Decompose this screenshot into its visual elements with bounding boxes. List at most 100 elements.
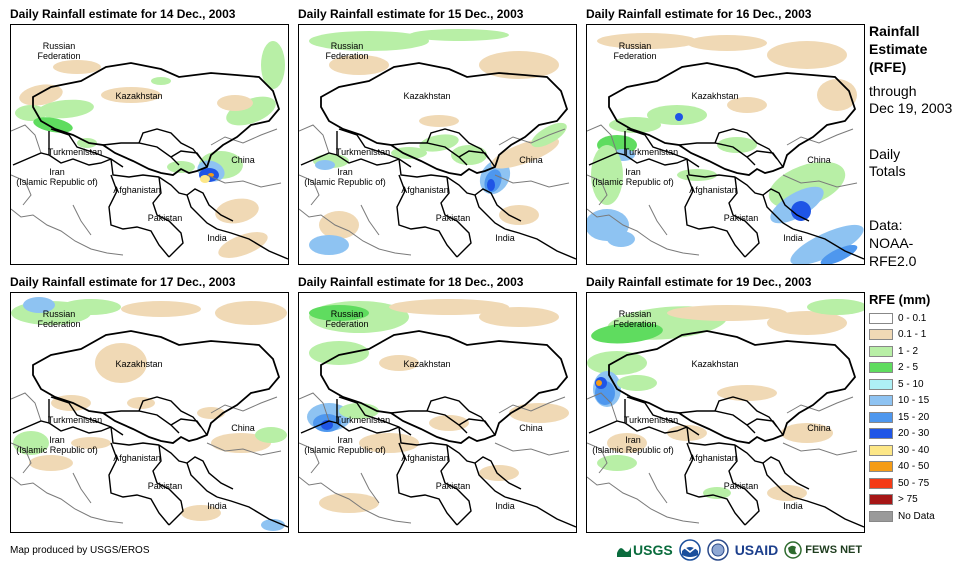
- legend-item: 40 - 50: [869, 461, 929, 473]
- country-border: [186, 462, 218, 498]
- rainfall-area: [675, 113, 683, 121]
- legend-swatch: [869, 378, 893, 390]
- legend-label: No Data: [898, 510, 935, 522]
- country-border: [686, 426, 736, 446]
- rainfall-area: [509, 403, 569, 423]
- country-label-pakistan: Pakistan: [147, 481, 183, 491]
- neighbour-border: [206, 174, 282, 188]
- country-label-turkmenistan: Turkmenistan: [335, 415, 391, 425]
- country-label-pakistan: Pakistan: [147, 213, 183, 223]
- rainfall-area: [609, 117, 661, 133]
- sidebar-heading-3: (RFE): [869, 59, 907, 75]
- map-canvas: [11, 41, 288, 260]
- country-label-turkmenistan: Turkmenistan: [623, 147, 679, 157]
- legend-label: 2 - 5: [898, 362, 919, 373]
- country-border: [12, 420, 50, 434]
- country-label-india: India: [783, 501, 803, 511]
- logo-strip: USGS USAID FEWS NET: [617, 537, 862, 563]
- country-label-turkmenistan: Turkmenistan: [47, 147, 103, 157]
- rainfall-area: [667, 305, 787, 321]
- legend-label: 40 - 50: [898, 461, 930, 472]
- country-border: [138, 396, 202, 428]
- rainfall-area: [200, 175, 210, 183]
- neighbour-border: [11, 476, 124, 524]
- rainfall-area: [389, 299, 509, 315]
- country-border: [746, 150, 784, 168]
- country-label-pakistan: Pakistan: [723, 213, 759, 223]
- rainfall-area: [597, 33, 697, 49]
- country-border: [746, 418, 784, 436]
- country-border: [110, 158, 160, 178]
- neighbour-border: [587, 208, 700, 256]
- neighbour-border: [786, 396, 854, 414]
- legend-swatch: [869, 395, 893, 406]
- rainfall-map-5: Russian Federation Kazakhstan Turkmenistan I…: [298, 292, 577, 533]
- country-label-turkmenistan: Turkmenistan: [335, 147, 391, 157]
- rainfall-area: [29, 455, 73, 471]
- map-canvas: [11, 297, 288, 531]
- neighbour-border: [299, 476, 412, 524]
- rainfall-area: [53, 60, 101, 74]
- usgs-logo: USGS: [633, 542, 673, 558]
- country-label-iran: Iran (Islamic Republic of): [16, 167, 98, 187]
- panel-title-2: Daily Rainfall estimate for 15 Dec., 200…: [298, 7, 524, 21]
- rainfall-area: [13, 431, 49, 455]
- neighbour-border: [782, 174, 858, 188]
- sidebar-data-source-1: NOAA-: [869, 235, 914, 251]
- neighbour-border: [587, 442, 608, 474]
- rainfall-area: [359, 433, 419, 453]
- country-border: [792, 228, 864, 260]
- country-border: [686, 158, 736, 178]
- country-border: [338, 128, 412, 168]
- legend-swatch: [869, 329, 893, 340]
- rainfall-area: [429, 415, 469, 431]
- legend-swatch: [869, 477, 893, 489]
- country-label-india: India: [495, 501, 515, 511]
- region-outline: [320, 330, 569, 444]
- country-label-china: China: [519, 155, 543, 165]
- rainfall-area: [409, 29, 509, 41]
- country-label-china: China: [807, 423, 831, 433]
- rainfall-area: [101, 87, 161, 103]
- country-label-turkmenistan: Turkmenistan: [47, 415, 103, 425]
- country-border: [474, 194, 506, 230]
- legend-label: 15 - 20: [898, 411, 930, 423]
- country-border: [474, 462, 506, 498]
- legend-label: 30 - 40: [898, 444, 930, 456]
- region-outline: [32, 62, 281, 176]
- country-border: [714, 128, 778, 160]
- country-border: [440, 444, 472, 526]
- neighbour-border: [587, 392, 618, 422]
- legend-swatch: [869, 461, 893, 472]
- neighbour-border: [299, 208, 412, 256]
- country-border: [186, 194, 218, 230]
- country-label-iran: Iran (Islamic Republic of): [16, 435, 98, 455]
- fewsnet-logo: FEWS NET: [805, 544, 863, 556]
- map-canvas: [299, 29, 576, 260]
- rainfall-area: [677, 169, 717, 181]
- rainfall-area: [211, 433, 271, 453]
- neighbour-border: [11, 174, 32, 206]
- neighbour-border: [587, 174, 608, 206]
- country-border: [396, 174, 458, 258]
- country-label-india: India: [495, 233, 515, 243]
- rainfall-area: [717, 137, 757, 153]
- neighbour-border: [648, 204, 668, 236]
- country-border: [390, 142, 468, 166]
- rainfall-area: [591, 322, 663, 344]
- fewsnet-globe-icon: [784, 541, 802, 559]
- rainfall-area: [617, 375, 657, 391]
- country-border: [678, 410, 756, 434]
- rainfall-area: [499, 205, 539, 225]
- country-border: [170, 418, 208, 436]
- neighbour-border: [786, 128, 854, 146]
- country-label-russia: Russian Federation: [37, 309, 81, 329]
- country-border: [626, 396, 700, 436]
- rainfall-area: [255, 427, 287, 443]
- rainfall-area: [319, 211, 359, 239]
- legend-item: 1 - 2: [869, 345, 918, 357]
- rainfall-area: [419, 115, 459, 127]
- sidebar-data-source-2: RFE2.0: [869, 253, 917, 269]
- country-border: [300, 420, 338, 434]
- country-border: [714, 396, 778, 428]
